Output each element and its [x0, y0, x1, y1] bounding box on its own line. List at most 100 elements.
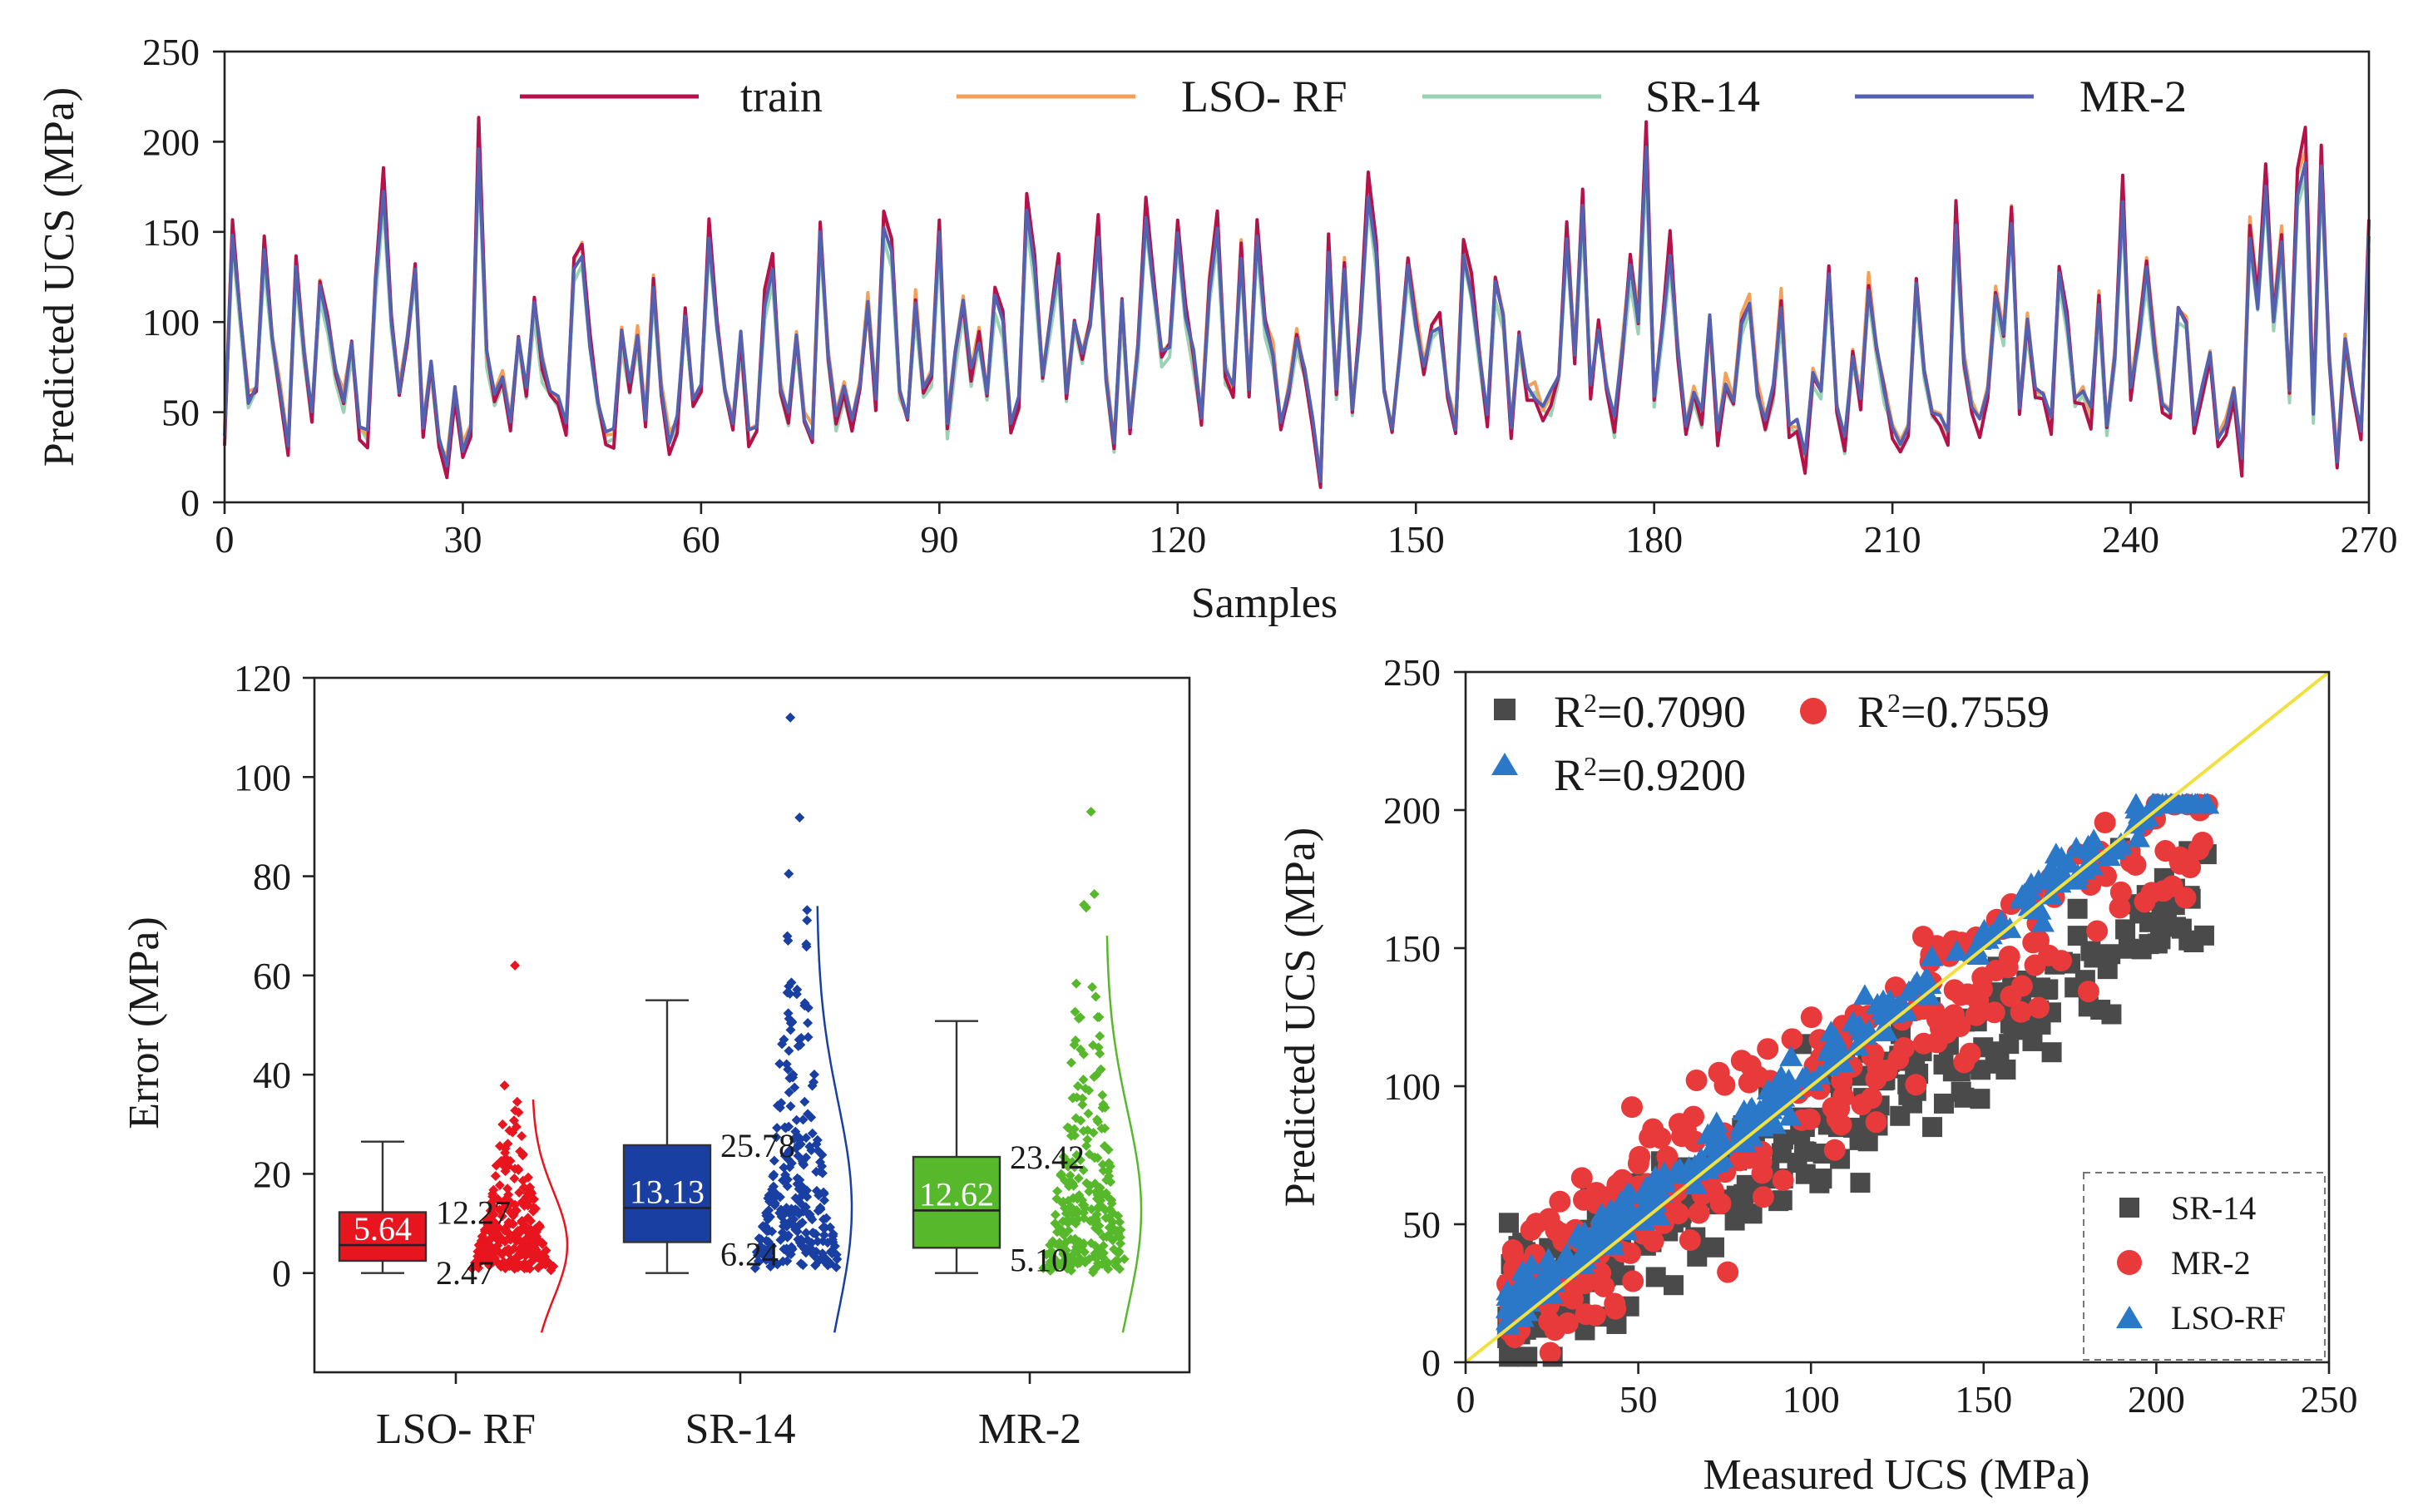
error-point-sr-14 — [828, 1237, 838, 1248]
error-point-mr-2 — [1081, 1140, 1092, 1151]
scatter-y-tick-label: 100 — [1383, 1065, 1441, 1108]
scatter-point-mr-2 — [1752, 1186, 1774, 1208]
scatter-point-lso-rf — [1819, 1020, 1843, 1042]
error-point-mr-2 — [1104, 1158, 1115, 1169]
error-point-mr-2 — [1072, 1214, 1083, 1225]
scatter-point-mr-2 — [1575, 1303, 1597, 1326]
legend-label-lso-rf: LSO- RF — [1181, 72, 1347, 121]
scatter-axis-ticks: 0 50 100 150 200 250 0 50 100 150 200 250 — [1383, 651, 2358, 1421]
error-point-sr-14 — [811, 1139, 822, 1149]
error-point-mr-2 — [1065, 1170, 1076, 1181]
error-point-sr-14 — [794, 1196, 804, 1207]
error-point-lso-rf — [523, 1172, 534, 1183]
error-point-mr-2 — [1078, 1075, 1089, 1085]
error-point-sr-14 — [802, 915, 813, 926]
error-point-mr-2 — [1090, 1187, 1101, 1198]
error-point-mr-2 — [1069, 1040, 1080, 1050]
error-point-sr-14 — [810, 1260, 821, 1271]
error-point-mr-2 — [1115, 1238, 1126, 1249]
legend-label-mr-2: MR-2 — [2171, 1244, 2251, 1282]
scatter-point-mr-2 — [1950, 984, 1972, 1006]
scatter-point-mr-2 — [1679, 1228, 1701, 1251]
scatter-point-lso-rf — [2124, 793, 2149, 814]
error-point-lso-rf — [517, 1150, 528, 1161]
scatter-point-mr-2 — [1703, 1179, 1725, 1202]
error-point-mr-2 — [1106, 1198, 1117, 1209]
error-point-mr-2 — [1113, 1211, 1124, 1222]
scatter-x-tick-label: 200 — [2128, 1378, 2185, 1421]
error-point-mr-2 — [1070, 1006, 1080, 1017]
error-point-mr-2 — [1080, 1083, 1090, 1094]
error-point-mr-2 — [1110, 1260, 1121, 1271]
error-point-mr-2 — [1075, 1154, 1085, 1165]
scatter-point-sr-14 — [1933, 1054, 1954, 1075]
error-point-mr-2 — [1058, 1196, 1069, 1207]
scatter-point-mr-2 — [2086, 920, 2109, 942]
error-point-sr-14 — [769, 1169, 779, 1180]
scatter-point-mr-2 — [1996, 956, 2019, 979]
error-point-lso-rf — [505, 1207, 516, 1218]
scatter-point-mr-2 — [1683, 1105, 1705, 1128]
box-mr-2 — [912, 1155, 1001, 1249]
error-point-sr-14 — [794, 1219, 805, 1230]
error-point-sr-14 — [814, 1166, 825, 1177]
error-point-lso-rf — [510, 1199, 521, 1210]
error-point-lso-rf — [527, 1230, 538, 1241]
error-point-sr-14 — [783, 1008, 794, 1019]
scatter-reference-line — [1464, 670, 2331, 1364]
error-point-sr-14 — [779, 1162, 789, 1173]
error-point-sr-14 — [798, 1260, 808, 1271]
scatter-point-sr-14 — [1499, 1346, 1520, 1367]
error-point-lso-rf — [488, 1184, 499, 1195]
error-point-mr-2 — [1063, 1178, 1074, 1188]
r2-marker-sr-14 — [1494, 699, 1516, 720]
error-point-sr-14 — [761, 1225, 772, 1236]
scatter-point-mr-2 — [2010, 975, 2033, 997]
box-content — [338, 712, 1143, 1333]
error-point-mr-2 — [1109, 1244, 1120, 1255]
line-x-tick-label: 270 — [2341, 518, 2398, 561]
error-point-mr-2 — [1103, 1212, 1114, 1223]
error-point-lso-rf — [529, 1242, 540, 1253]
error-point-sr-14 — [771, 1132, 782, 1143]
error-point-sr-14 — [807, 1128, 818, 1139]
error-point-sr-14 — [801, 1133, 812, 1144]
error-point-lso-rf — [508, 1115, 519, 1126]
scatter-x-tick-label: 150 — [1955, 1378, 2012, 1421]
distribution-curve-mr-2 — [1105, 936, 1143, 1333]
scatter-point-lso-rf — [1729, 1118, 1753, 1139]
scatter-point-sr-14 — [2037, 980, 2058, 1001]
scatter-point-mr-2 — [1905, 1074, 1927, 1096]
error-point-lso-rf — [498, 1203, 509, 1213]
scatter-point-sr-14 — [2178, 930, 2199, 951]
r2-annotations: R2=0.7090 R2=0.7559 R2=0.9200 — [1491, 687, 2050, 800]
scatter-point-lso-rf — [2147, 793, 2171, 814]
legend-marker-mr-2 — [2117, 1250, 2142, 1275]
error-point-sr-14 — [794, 1183, 804, 1194]
scatter-point-mr-2 — [1865, 1111, 1887, 1134]
scatter-point-mr-2 — [1688, 1202, 1710, 1224]
scatter-x-tick-label: 0 — [1456, 1378, 1476, 1421]
error-point-sr-14 — [788, 1070, 799, 1080]
error-point-sr-14 — [766, 1256, 777, 1267]
scatter-point-mr-2 — [1983, 1001, 2005, 1024]
error-point-lso-rf — [512, 1225, 523, 1236]
scatter-point-mr-2 — [1747, 1065, 1769, 1088]
r2-marker-mr-2 — [1800, 698, 1827, 724]
q1-label-lso-rf: 2.47 — [436, 1254, 494, 1292]
scatter-point-lso-rf — [1945, 939, 1969, 961]
scatter-point-lso-rf — [1607, 1207, 1631, 1228]
scatter-point-mr-2 — [1573, 1188, 1595, 1211]
scatter-point-mr-2 — [2154, 840, 2177, 862]
error-point-lso-rf — [534, 1220, 545, 1231]
scatter-point-lso-rf — [1750, 1112, 1774, 1134]
scatter-point-mr-2 — [2134, 891, 2156, 913]
error-point-mr-2 — [1080, 902, 1091, 913]
error-point-lso-rf — [507, 1127, 518, 1138]
error-point-mr-2 — [1070, 1130, 1080, 1141]
error-point-sr-14 — [782, 1181, 793, 1192]
error-point-lso-rf — [489, 1217, 500, 1228]
error-point-sr-14 — [801, 941, 812, 952]
error-point-mr-2 — [1064, 1258, 1075, 1269]
error-point-sr-14 — [808, 1069, 819, 1080]
